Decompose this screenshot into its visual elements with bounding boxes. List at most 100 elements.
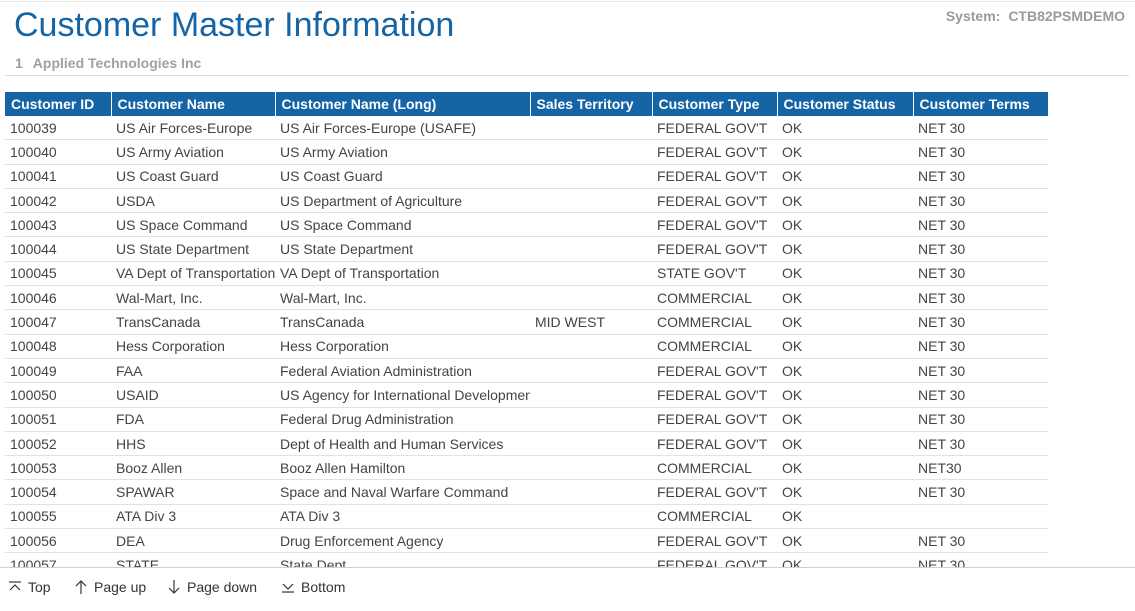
column-header: Sales Territory: [530, 92, 653, 116]
table-cell: NET 30: [913, 358, 1048, 384]
customer-table: Customer ID Customer Name Customer Name (L…: [5, 92, 1049, 567]
table-row: 100055 ATA Div 3 ATA Div 3 COMMERCIAL OK: [5, 504, 1048, 530]
table-cell: US Coast Guard: [275, 164, 530, 189]
nav-label[interactable]: Bottom: [301, 579, 346, 595]
table-cell: FEDERAL GOV'T: [652, 552, 777, 567]
table-cell: FEDERAL GOV'T: [652, 139, 777, 165]
header-row: Customer ID Customer Name Customer Name (L…: [5, 92, 1049, 116]
nav-top[interactable]: Top: [8, 579, 51, 595]
nav-page-down[interactable]: Page down: [167, 579, 257, 595]
nav-label[interactable]: Top: [28, 579, 51, 595]
table-row: 100051 FDA Federal Drug Administration FEDE…: [5, 407, 1048, 432]
table-cell: Wal-Mart, Inc.: [111, 285, 275, 311]
table-cell: 100053: [5, 455, 111, 481]
table-cell: NET 30: [913, 236, 1048, 262]
table-row: 100052 HHS Dept of Health and Human Servic…: [5, 431, 1048, 457]
table-cell: NET 30: [913, 139, 1048, 165]
table-cell: [530, 358, 652, 384]
table-cell: 100051: [5, 407, 111, 432]
table-cell: DEA: [111, 528, 275, 554]
table-cell: [530, 431, 652, 457]
nav-bottom[interactable]: Bottom: [281, 579, 345, 595]
table-cell: 100052: [5, 431, 111, 457]
table-cell: OK: [777, 552, 913, 567]
table-cell: OK: [777, 479, 913, 505]
table-cell: NET 30: [913, 479, 1048, 505]
table-cell: 100039: [5, 116, 111, 141]
table-cell: NET 30: [913, 309, 1048, 335]
column-header: Customer Name: [111, 92, 276, 116]
nav-page-up[interactable]: Page up: [74, 579, 146, 595]
nav-label[interactable]: Page down: [187, 579, 258, 595]
table-cell: OK: [777, 261, 913, 287]
table-row: 100045 VA Dept of Transportation VA Dept o…: [5, 261, 1048, 287]
table-cell: Federal Aviation Administration: [275, 358, 530, 384]
table-cell: [530, 285, 652, 311]
table-cell: OK: [777, 236, 913, 262]
table-cell: US Army Aviation: [275, 139, 530, 165]
table-cell: NET 30: [913, 552, 1048, 567]
table-cell: NET 30: [913, 528, 1048, 554]
table-cell: US Coast Guard: [111, 164, 275, 189]
table-cell: COMMERCIAL: [652, 334, 777, 359]
table-cell: NET 30: [913, 285, 1048, 311]
table-cell: NET 30: [913, 407, 1048, 432]
table-cell: US State Department: [111, 236, 275, 262]
table-cell: 100040: [5, 139, 111, 165]
table-cell: OK: [777, 116, 913, 141]
table-cell: US Space Command: [275, 212, 530, 238]
table-cell: Wal-Mart, Inc.: [275, 285, 530, 311]
table-cell: [530, 116, 652, 141]
table-row: 100050 USAID US Agency for International D…: [5, 382, 1048, 408]
table-cell: OK: [777, 407, 913, 432]
system-label: System:: [945, 8, 1001, 24]
table-cell: 100046: [5, 285, 111, 311]
table-cell: Drug Enforcement Agency: [275, 528, 530, 554]
column-header: Customer ID: [5, 92, 112, 116]
table-cell: FAA: [111, 358, 275, 384]
table-cell: FEDERAL GOV'T: [652, 479, 777, 505]
table-cell: NET 30: [913, 431, 1048, 457]
table-cell: VA Dept of Transportation: [111, 261, 275, 287]
table-cell: [530, 382, 652, 408]
footer-bar: Top Page up Page down Bottom: [0, 567, 1135, 611]
icon-page-up: [75, 580, 87, 594]
table-cell: US State Department: [275, 236, 530, 262]
table-cell: 100048: [5, 334, 111, 359]
table-cell: [530, 479, 652, 505]
table-cell: OK: [777, 212, 913, 238]
table-cell: OK: [777, 358, 913, 384]
table-cell: [530, 139, 652, 165]
table-cell: OK: [777, 164, 913, 189]
table-cell: COMMERCIAL: [652, 285, 777, 311]
table-cell: FEDERAL GOV'T: [652, 164, 777, 189]
table-row: 100039 US Air Forces-Europe US Air Forces-…: [5, 116, 1048, 141]
table-cell: FEDERAL GOV'T: [652, 407, 777, 432]
table-row: 100048 Hess Corporation Hess Corporation CO…: [5, 334, 1048, 359]
top-border: [0, 1, 1135, 2]
table-cell: Space and Naval Warfare Command: [275, 479, 530, 505]
icon-bottom: [282, 583, 294, 593]
table-cell: FEDERAL GOV'T: [652, 382, 777, 408]
table-cell: NET 30: [913, 116, 1048, 141]
table-cell: [530, 552, 652, 567]
table-scroll: Customer ID Customer Name Customer Name (L…: [5, 92, 1130, 567]
table-cell: NET 30: [913, 334, 1048, 359]
table-cell: 100044: [5, 236, 111, 262]
table-cell: US Department of Agriculture: [275, 188, 530, 214]
table-row: 100044 US State Department US State Depart…: [5, 236, 1048, 262]
table-cell: 100050: [5, 382, 111, 408]
table-cell: 100049: [5, 358, 111, 384]
table-row: 100057 STATE State Dept FEDERAL GOV'T OK NET …: [5, 552, 1048, 567]
table-cell: MID WEST: [530, 309, 652, 335]
table-cell: NET 30: [913, 261, 1048, 287]
nav-label[interactable]: Page up: [94, 579, 147, 595]
table-cell: US Army Aviation: [111, 139, 275, 165]
table-cell: FEDERAL GOV'T: [652, 116, 777, 141]
column-header: Customer Status: [777, 92, 914, 116]
table-cell: US Air Forces-Europe (USAFE): [275, 116, 530, 141]
table-cell: OK: [777, 139, 913, 165]
table-cell: OK: [777, 188, 913, 214]
table-cell: [530, 528, 652, 554]
